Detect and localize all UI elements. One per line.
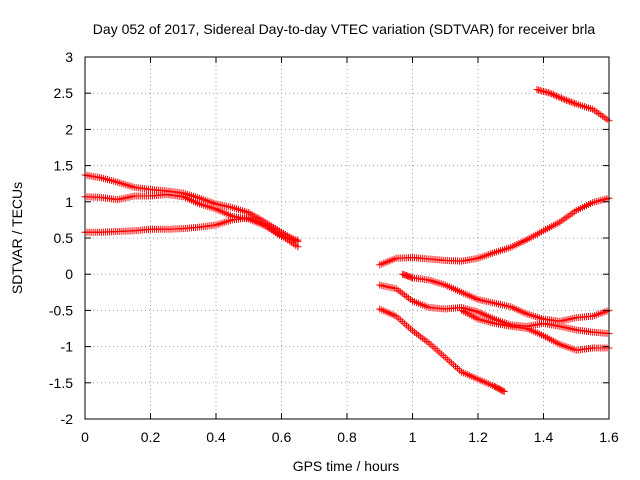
- y-tick-label: 0.5: [54, 230, 74, 246]
- data-point: [562, 96, 570, 104]
- y-tick-label: -1.5: [49, 375, 73, 391]
- x-axis-label: GPS time / hours: [293, 458, 400, 474]
- data-point: [571, 99, 579, 107]
- x-tick-label: 0.2: [141, 429, 161, 445]
- data-point: [500, 387, 508, 395]
- x-tick-label: 1.2: [468, 429, 488, 445]
- series-arc-4: [376, 194, 613, 269]
- y-tick-label: 0: [65, 266, 73, 282]
- y-tick-label: -1: [61, 339, 74, 355]
- data-point: [556, 94, 564, 102]
- series-arc-7: [399, 270, 613, 325]
- data-point: [553, 92, 561, 100]
- data-series: [81, 86, 613, 395]
- x-tick-label: 0: [81, 429, 89, 445]
- series-arc-6: [376, 305, 508, 395]
- series-arc-9: [533, 86, 613, 125]
- data-point: [567, 98, 575, 106]
- y-tick-label: 2: [65, 121, 73, 137]
- y-tick-label: 1.5: [54, 158, 74, 174]
- x-tick-label: 1.6: [599, 429, 619, 445]
- y-tick-label: 1: [65, 194, 73, 210]
- y-tick-label: -0.5: [49, 302, 73, 318]
- x-tick-label: 0.8: [337, 429, 357, 445]
- data-point: [546, 89, 554, 97]
- x-tick-label: 1.4: [534, 429, 554, 445]
- data-point: [561, 96, 569, 104]
- data-point: [566, 98, 574, 106]
- data-point: [294, 243, 302, 251]
- series-arc-3: [81, 214, 302, 244]
- data-point: [558, 94, 566, 102]
- data-point: [549, 91, 557, 99]
- y-axis-label: SDTVAR / TECUs: [9, 182, 25, 294]
- axis-ticks: 0 0.2 0.4 0.6 0.8 1 1.2 1.4 1.6 -2 -1.5 -1 -0.5 0 0.5 1…: [49, 49, 619, 445]
- x-tick-label: 1: [409, 429, 417, 445]
- y-tick-label: -2: [61, 411, 74, 427]
- data-point: [548, 90, 556, 98]
- x-tick-label: 0.4: [206, 429, 226, 445]
- data-point: [564, 97, 572, 105]
- data-point: [499, 387, 507, 395]
- y-tick-label: 2.5: [54, 85, 74, 101]
- data-point: [569, 99, 577, 107]
- series-arc-8: [458, 306, 613, 354]
- y-tick-label: 3: [65, 49, 73, 65]
- data-point: [294, 236, 302, 244]
- data-point: [559, 95, 567, 103]
- data-point: [551, 91, 559, 99]
- x-tick-label: 0.6: [272, 429, 292, 445]
- chart-title: Day 052 of 2017, Sidereal Day-to-day VTE…: [93, 21, 596, 37]
- data-point: [554, 93, 562, 101]
